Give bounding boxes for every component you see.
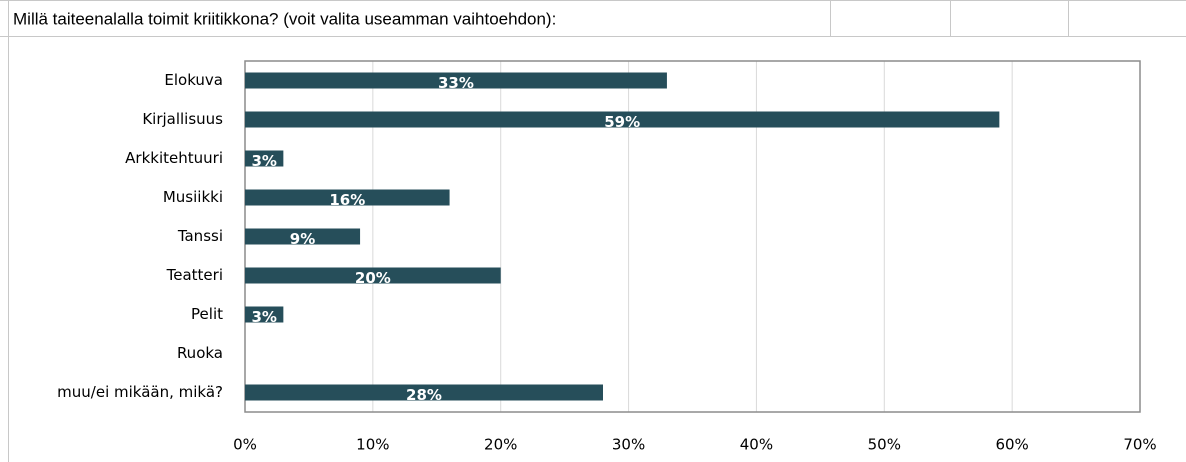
bar <box>245 189 450 206</box>
y-tick-label: Teatteri <box>166 266 223 284</box>
chart-title: Millä taiteenalalla toimit kriitikkona? … <box>13 9 556 28</box>
x-tick-label: 20% <box>484 436 517 454</box>
x-tick-label: 10% <box>356 436 389 454</box>
y-tick-label: Kirjallisuus <box>142 110 223 128</box>
bar <box>245 72 667 89</box>
value-label: 16% <box>329 191 365 209</box>
x-tick-label: 70% <box>1123 436 1156 454</box>
value-label: 3% <box>251 152 276 170</box>
y-tick-label: Tanssi <box>177 227 223 245</box>
x-tick-label: 30% <box>612 436 645 454</box>
y-tick-label: Musiikki <box>163 188 223 206</box>
x-tick-label: 50% <box>868 436 901 454</box>
y-tick-label: Arkkitehtuuri <box>125 149 223 167</box>
y-tick-label: Elokuva <box>164 71 223 89</box>
bar <box>245 384 603 401</box>
value-label: 33% <box>438 74 474 92</box>
x-tick-label: 40% <box>740 436 773 454</box>
bar <box>245 267 501 284</box>
value-label: 9% <box>290 230 315 248</box>
y-tick-label: Pelit <box>191 305 223 323</box>
value-label: 3% <box>251 308 276 326</box>
bar <box>245 150 284 167</box>
x-tick-label: 60% <box>995 436 1028 454</box>
bar <box>245 111 1000 128</box>
bar <box>245 306 284 323</box>
bar <box>245 228 361 245</box>
value-label: 59% <box>604 113 640 131</box>
y-tick-label: Ruoka <box>177 344 223 362</box>
value-label: 20% <box>355 269 391 287</box>
x-tick-label: 0% <box>233 436 257 454</box>
value-label: 28% <box>406 386 442 404</box>
y-tick-label: muu/ei mikään, mikä? <box>57 383 223 401</box>
